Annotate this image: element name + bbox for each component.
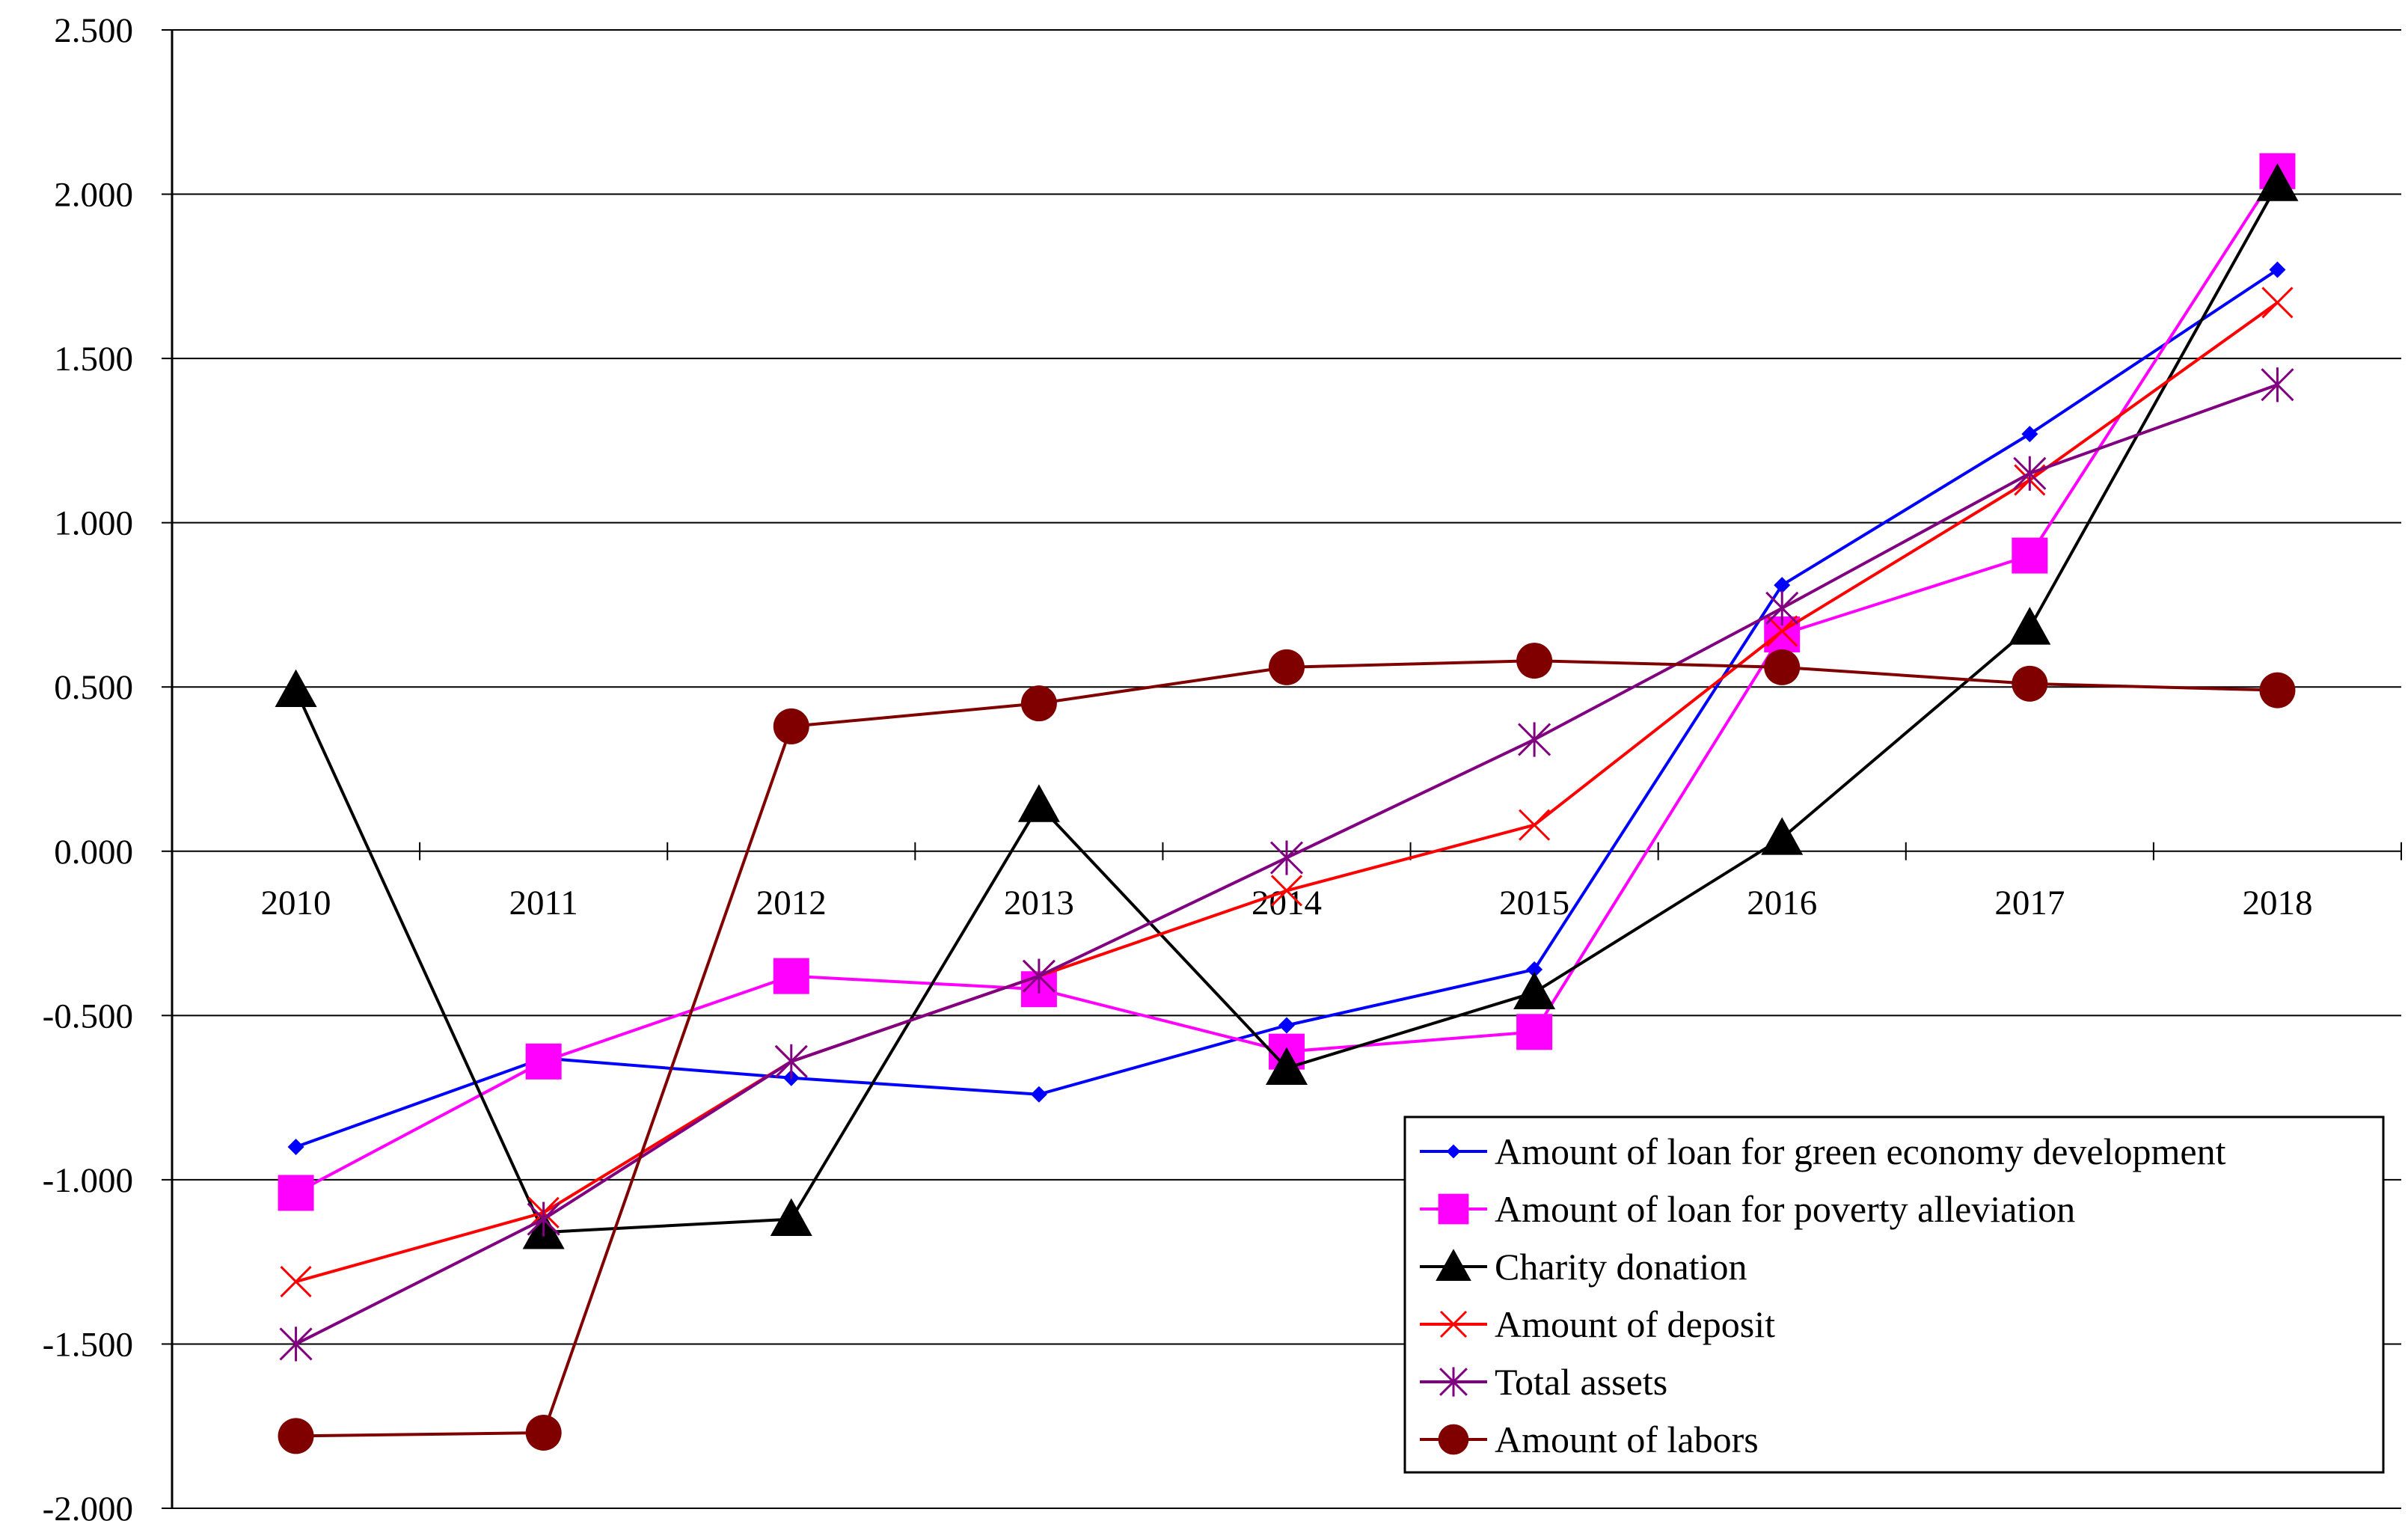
data-point-4-2018 bbox=[2261, 367, 2294, 403]
x-tick-label-2018: 2018 bbox=[2242, 884, 2312, 922]
legend-label-3: Amount of deposit bbox=[1495, 1303, 1775, 1345]
y-tick-label-9: -2.000 bbox=[43, 1490, 133, 1521]
series-lines bbox=[275, 153, 2299, 1454]
data-point-1-2010 bbox=[278, 1175, 314, 1211]
data-point-5-2013 bbox=[1020, 685, 1057, 722]
y-tick-label-2: 1.500 bbox=[54, 340, 133, 379]
legend-swatch-marker-2 bbox=[1436, 1249, 1471, 1282]
data-point-2-2014 bbox=[1266, 1047, 1308, 1085]
data-point-3-2014 bbox=[1270, 875, 1303, 907]
data-point-0-2013 bbox=[1030, 1086, 1047, 1103]
data-point-5-2018 bbox=[2259, 672, 2296, 709]
legend-swatch-marker-4 bbox=[1439, 1367, 1468, 1397]
data-point-2-2016 bbox=[1761, 817, 1804, 855]
data-point-5-2017 bbox=[2012, 665, 2048, 702]
legend-item-2: Charity donation bbox=[1420, 1246, 1747, 1288]
axes: 2.500 2.000 1.500 1.000 0.500 0.000 -0.500 -1.0… bbox=[43, 11, 2402, 1521]
data-point-4-2017 bbox=[2013, 456, 2047, 491]
data-point-2-2018 bbox=[2256, 163, 2299, 201]
series-2 bbox=[275, 163, 2299, 1249]
data-point-5-2016 bbox=[1764, 649, 1801, 685]
data-point-1-2017 bbox=[2012, 537, 2048, 574]
x-tick-label-2010: 2010 bbox=[261, 884, 331, 922]
y-tick-label-7: -1.000 bbox=[43, 1161, 133, 1200]
legend-label-4: Total assets bbox=[1495, 1361, 1667, 1403]
data-point-1-2015 bbox=[1516, 1014, 1553, 1050]
data-point-0-2010 bbox=[287, 1138, 304, 1155]
y-tick-label-5: 0.000 bbox=[54, 833, 133, 872]
data-point-4-2010 bbox=[279, 1326, 313, 1362]
series-5 bbox=[278, 643, 2296, 1454]
legend-item-0: Amount of loan for green economy develop… bbox=[1420, 1130, 2226, 1172]
legend-item-5: Amount of labors bbox=[1420, 1419, 1759, 1460]
data-point-3-2010 bbox=[280, 1265, 312, 1298]
legend: Amount of loan for green economy develop… bbox=[1403, 1115, 2385, 1474]
data-point-4-2012 bbox=[774, 1044, 808, 1079]
data-point-4-2011 bbox=[527, 1202, 560, 1237]
legend-item-3: Amount of deposit bbox=[1420, 1303, 1775, 1345]
y-tick-label-0: 2.500 bbox=[54, 11, 133, 50]
x-tick-label-2011: 2011 bbox=[509, 884, 578, 922]
data-point-2-2010 bbox=[275, 669, 317, 708]
legend-item-1: Amount of loan for poverty alleviation bbox=[1420, 1188, 2075, 1230]
y-tick-label-1: 2.000 bbox=[54, 176, 133, 215]
data-point-0-2018 bbox=[2269, 261, 2286, 278]
legend-label-5: Amount of labors bbox=[1495, 1419, 1759, 1460]
data-point-5-2011 bbox=[525, 1415, 562, 1451]
x-tick-label-2016: 2016 bbox=[1747, 884, 1817, 922]
x-tick-label-2015: 2015 bbox=[1499, 884, 1569, 922]
data-point-0-2016 bbox=[1774, 577, 1791, 594]
data-point-1-2012 bbox=[773, 958, 809, 994]
data-point-2-2015 bbox=[1513, 971, 1556, 1009]
data-point-1-2011 bbox=[525, 1043, 562, 1080]
legend-label-1: Amount of loan for poverty alleviation bbox=[1495, 1188, 2075, 1230]
x-tick-label-2012: 2012 bbox=[756, 884, 827, 922]
y-tick-label-3: 1.000 bbox=[54, 504, 133, 543]
legend-item-4: Total assets bbox=[1420, 1361, 1667, 1403]
legend-label-0: Amount of loan for green economy develop… bbox=[1495, 1130, 2226, 1172]
data-point-0-2015 bbox=[1526, 961, 1543, 978]
data-point-2-2017 bbox=[2009, 607, 2051, 645]
data-point-3-2016 bbox=[1766, 615, 1798, 647]
data-point-3-2018 bbox=[2261, 287, 2294, 319]
data-point-4-2014 bbox=[1269, 840, 1304, 875]
data-point-0-2017 bbox=[2021, 426, 2038, 443]
data-point-2-2013 bbox=[1017, 784, 1060, 822]
data-point-5-2014 bbox=[1269, 649, 1305, 685]
series-0 bbox=[287, 261, 2286, 1155]
data-point-0-2014 bbox=[1278, 1017, 1295, 1034]
x-tick-label-2017: 2017 bbox=[1994, 884, 2065, 922]
legend-box bbox=[1403, 1115, 2385, 1474]
data-point-5-2015 bbox=[1516, 643, 1553, 679]
data-point-4-2013 bbox=[1022, 958, 1056, 994]
legend-swatch-marker-0 bbox=[1446, 1144, 1461, 1159]
data-point-4-2016 bbox=[1765, 590, 1799, 625]
legend-swatch-marker-1 bbox=[1438, 1193, 1469, 1225]
legend-swatch-marker-3 bbox=[1439, 1310, 1468, 1338]
series-4 bbox=[279, 367, 2294, 1362]
x-tick-label-2013: 2013 bbox=[1004, 884, 1074, 922]
y-tick-label-6: -0.500 bbox=[43, 997, 133, 1035]
data-point-2-2012 bbox=[770, 1198, 812, 1236]
data-point-5-2012 bbox=[773, 708, 809, 744]
data-point-4-2015 bbox=[1518, 722, 1551, 757]
data-point-3-2015 bbox=[1519, 809, 1551, 841]
y-tick-label-8: -1.500 bbox=[43, 1325, 133, 1364]
legend-label-2: Charity donation bbox=[1495, 1246, 1747, 1288]
y-tick-label-4: 0.500 bbox=[54, 668, 133, 707]
legend-swatch-marker-5 bbox=[1438, 1424, 1469, 1455]
data-point-5-2010 bbox=[278, 1418, 314, 1454]
